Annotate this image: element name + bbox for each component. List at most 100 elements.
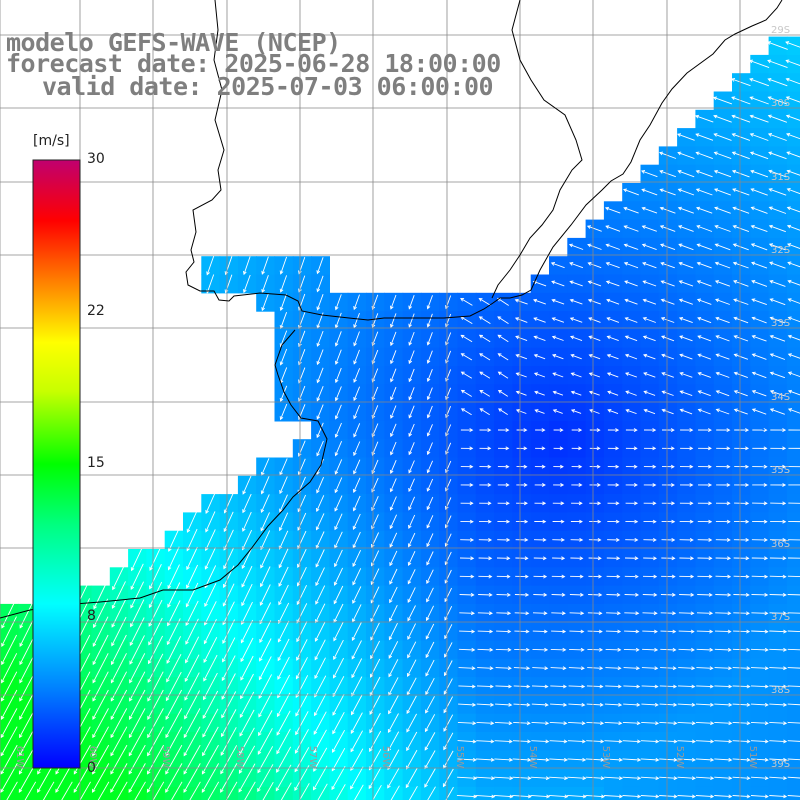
coastline-main	[185, 0, 783, 321]
wind-arrow	[0, 671, 18, 702]
wind-arrow	[458, 647, 476, 652]
wind-arrow	[642, 611, 658, 616]
wind-arrow	[549, 739, 568, 744]
wind-arrow	[769, 593, 787, 597]
wind-arrow	[497, 501, 510, 506]
wind-arrow	[642, 298, 657, 305]
wind-arrow	[678, 298, 693, 305]
wind-arrow	[769, 279, 786, 287]
wind-arrow	[390, 368, 397, 383]
wind-arrow	[696, 611, 714, 616]
wind-arrow	[788, 484, 800, 486]
wind-arrow	[586, 225, 602, 232]
wind-arrow	[186, 564, 199, 589]
wind-arrow	[352, 586, 362, 604]
wind-arrow	[351, 622, 362, 642]
wind-arrow	[642, 261, 657, 269]
wind-cell	[73, 786, 93, 800]
wind-arrow	[624, 335, 638, 342]
wind-arrow	[279, 256, 288, 275]
wind-arrow	[515, 390, 527, 396]
wind-arrow	[259, 620, 272, 644]
wind-arrow	[279, 348, 288, 366]
wind-arrow	[768, 243, 786, 251]
wind-arrow	[186, 510, 198, 533]
wind-arrow	[661, 519, 676, 524]
wind-arrow	[750, 243, 768, 251]
wind-arrow	[571, 501, 583, 506]
wind-arrow	[93, 580, 108, 610]
wind-arrow	[497, 538, 511, 542]
longitude-label: 56W	[380, 746, 391, 769]
wind-arrow	[697, 519, 713, 524]
wind-arrow	[769, 316, 786, 324]
wind-cell	[786, 292, 800, 312]
wind-arrow	[625, 538, 639, 542]
wind-arrow	[369, 730, 382, 753]
wind-arrow	[496, 574, 511, 579]
wind-arrow	[426, 295, 433, 310]
wind-cell	[677, 786, 696, 800]
wind-arrow	[695, 133, 714, 141]
wind-arrow	[460, 298, 473, 306]
wind-arrow	[515, 372, 527, 378]
wind-arrow	[769, 794, 788, 799]
wind-arrow	[715, 519, 731, 524]
wind-arrow	[476, 739, 495, 744]
wind-arrow	[750, 776, 769, 781]
wind-arrow	[549, 776, 569, 781]
wind-arrow	[315, 549, 325, 568]
wind-arrow	[571, 464, 583, 469]
wind-arrow	[553, 483, 565, 487]
wind-arrow	[478, 556, 493, 561]
wind-arrow	[294, 747, 310, 773]
wind-arrow	[167, 546, 180, 571]
wind-arrow	[550, 684, 567, 689]
wind-cell	[36, 786, 56, 800]
wind-arrow	[769, 647, 788, 652]
wind-arrow	[624, 556, 639, 561]
wind-arrow	[660, 280, 675, 287]
wind-arrow	[460, 334, 473, 343]
wind-arrow	[514, 629, 530, 634]
wind-arrow	[407, 605, 416, 622]
wind-arrow	[678, 261, 694, 269]
wind-arrow	[622, 739, 641, 744]
latitude-label: 35S	[771, 465, 790, 476]
wind-arrow	[733, 519, 750, 524]
wind-arrow	[661, 335, 675, 342]
wind-arrow	[406, 731, 418, 752]
wind-cell	[786, 73, 800, 93]
wind-arrow	[640, 794, 660, 799]
wind-arrow	[426, 313, 433, 328]
wind-arrow	[786, 224, 800, 231]
wind-arrow	[732, 776, 751, 781]
wind-arrow	[514, 317, 528, 323]
wind-arrow	[571, 483, 583, 487]
wind-arrow	[479, 483, 492, 487]
wind-arrow	[624, 353, 638, 360]
wind-arrow	[166, 636, 182, 664]
wind-cell	[366, 786, 385, 800]
wind-arrow	[715, 316, 730, 324]
wind-arrow	[589, 428, 601, 432]
wind-arrow	[260, 512, 270, 532]
wind-arrow	[659, 721, 678, 726]
wind-arrow	[408, 423, 415, 437]
wind-arrow	[625, 446, 638, 451]
wind-arrow	[534, 483, 546, 487]
wind-arrow	[257, 728, 273, 755]
wind-arrow	[715, 335, 730, 342]
wind-arrow	[732, 666, 751, 671]
wind-arrow	[73, 744, 91, 775]
wind-arrow	[258, 692, 273, 718]
wind-arrow	[261, 293, 269, 312]
wind-arrow	[313, 765, 328, 791]
wind-arrow	[552, 390, 564, 396]
wind-arrow	[588, 592, 603, 597]
wind-arrow	[353, 349, 360, 365]
wind-arrow	[732, 224, 750, 233]
wind-arrow	[715, 556, 732, 561]
wind-arrow	[642, 280, 657, 287]
